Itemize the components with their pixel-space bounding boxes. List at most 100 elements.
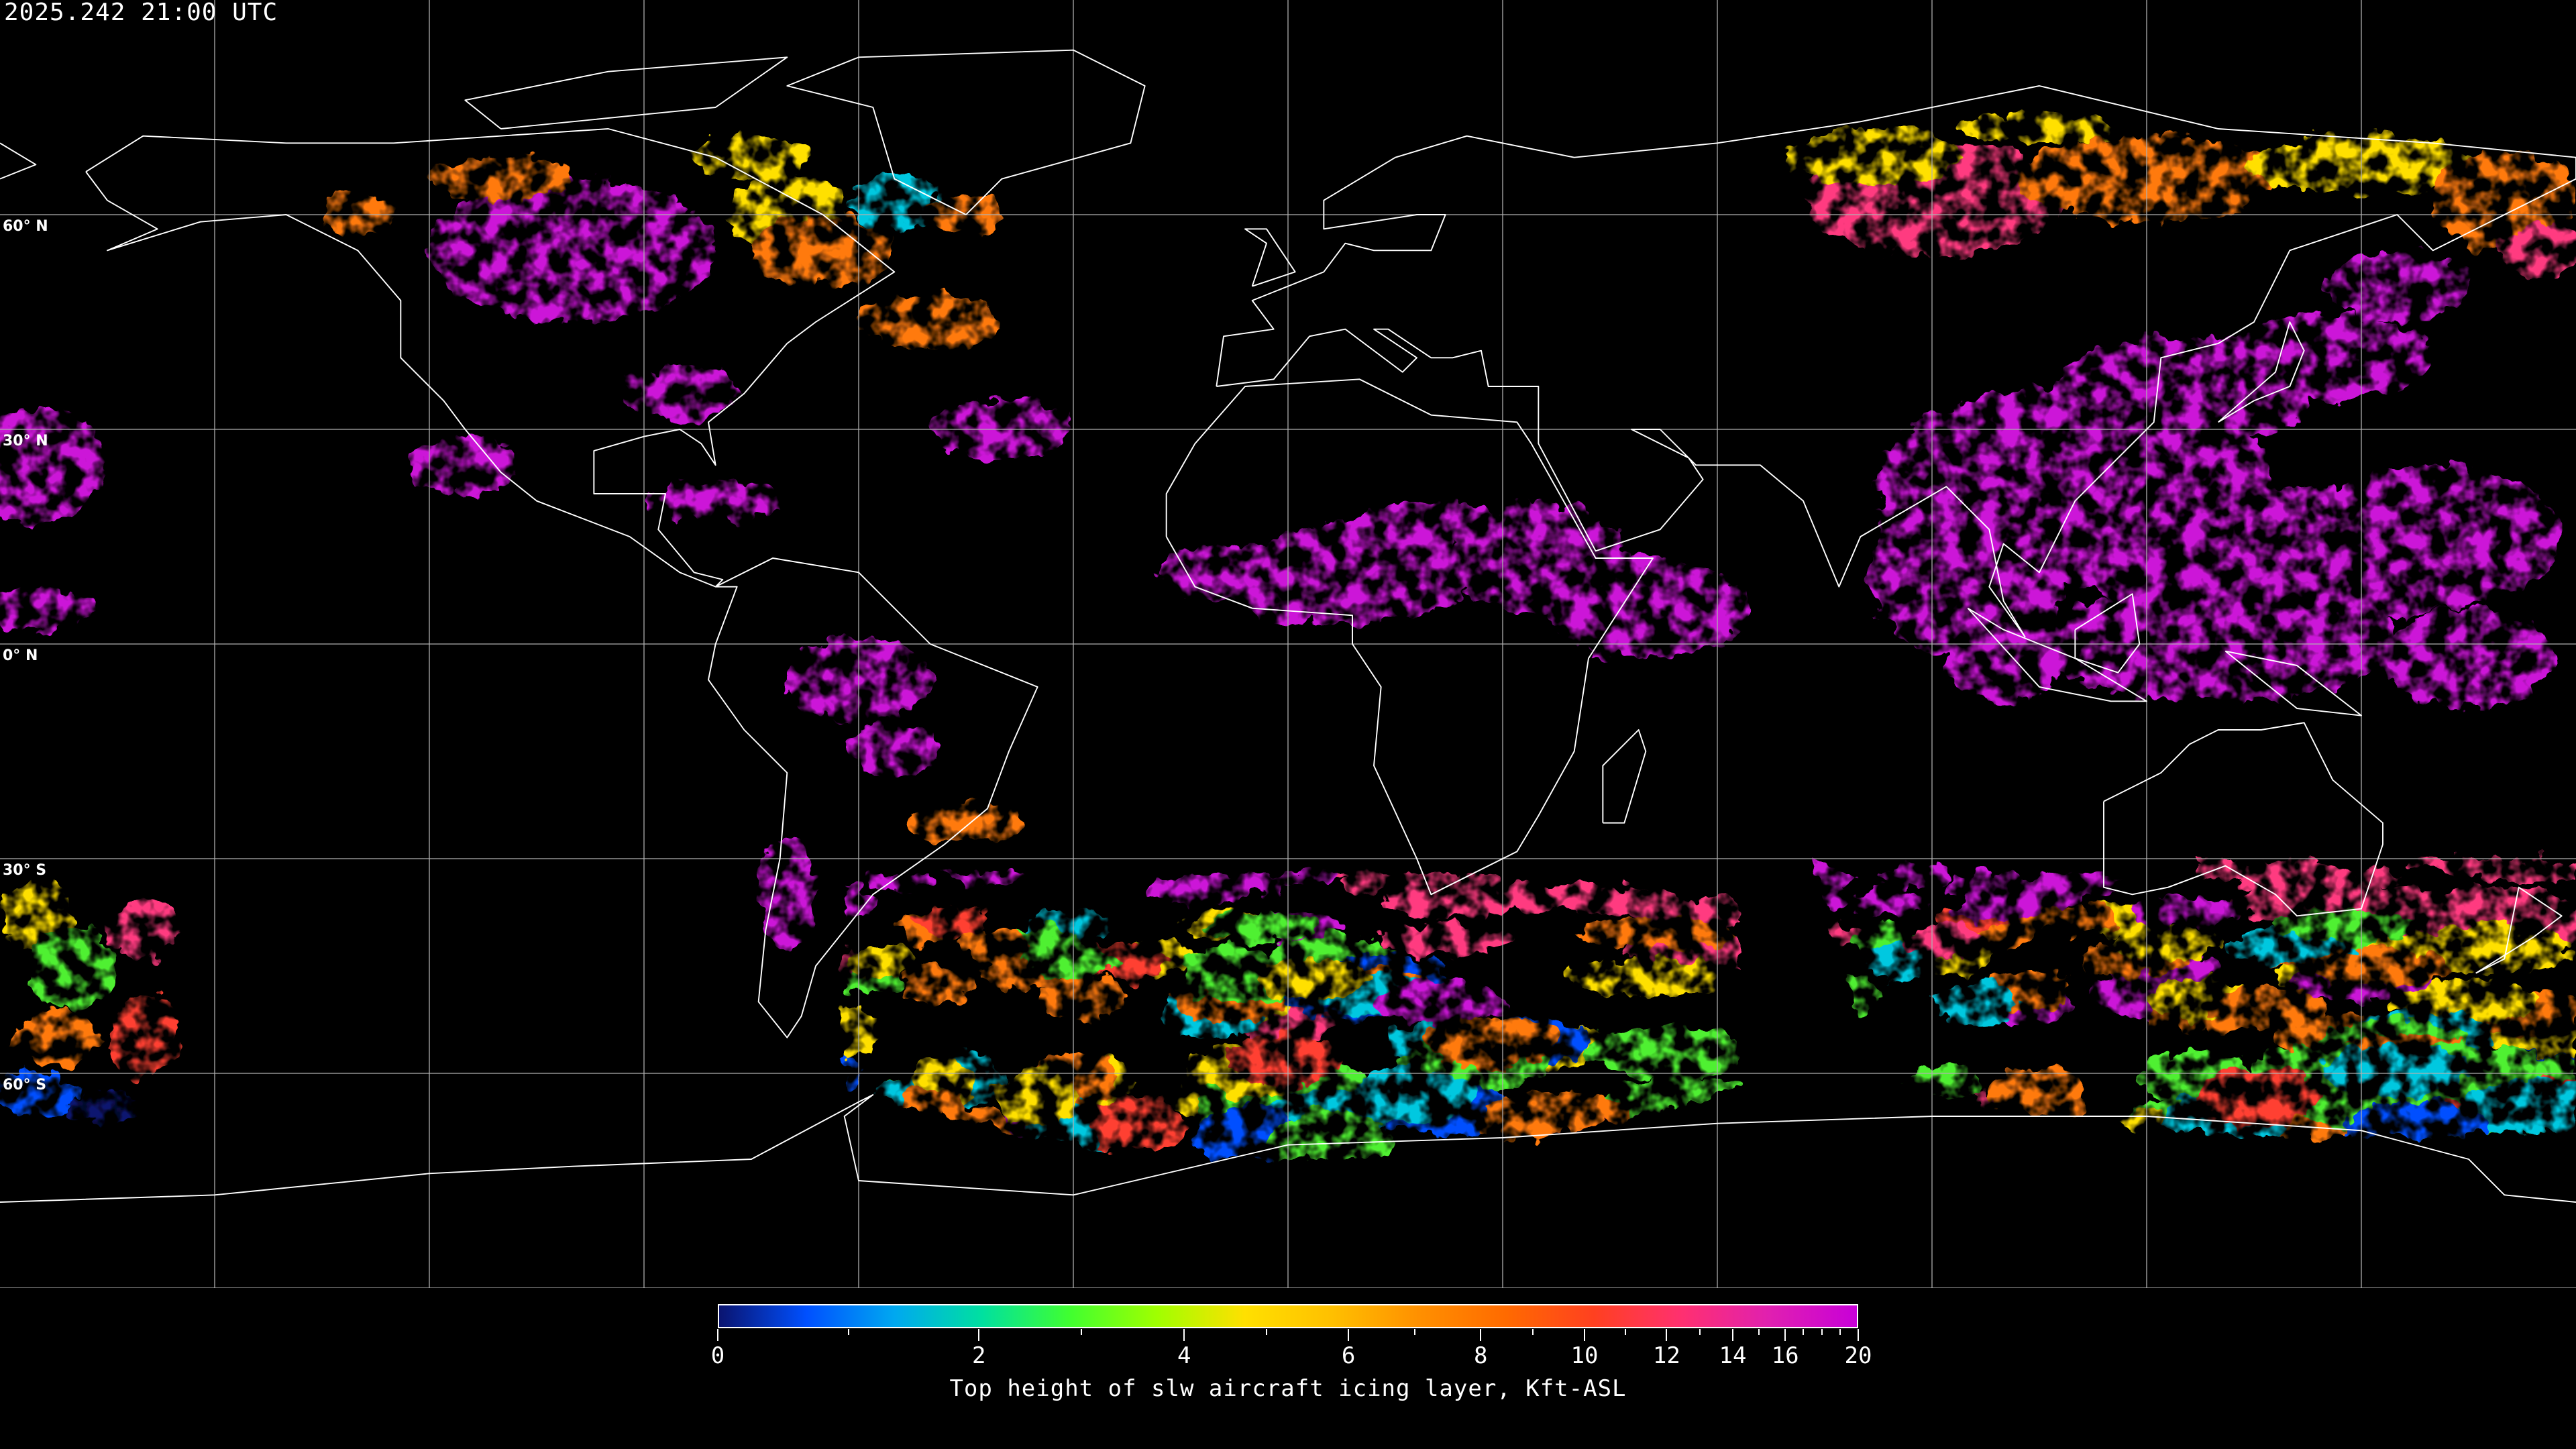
- icing-cloud-area: [107, 994, 179, 1081]
- icing-cloud-area: [1381, 922, 1515, 956]
- colorbar-minor-tick: [1821, 1329, 1823, 1335]
- icing-cloud-area: [1228, 1034, 1343, 1086]
- icing-cloud-area: [751, 215, 895, 286]
- icing-cloud-area: [2194, 859, 2319, 874]
- colorbar-tick-label: 10: [1570, 1342, 1599, 1369]
- colorbar-tick-label: 14: [1719, 1342, 1747, 1369]
- icing-cloud-area: [2195, 1069, 2320, 1127]
- icing-cloud-area: [107, 902, 179, 959]
- icing-cloud-area: [1992, 1065, 2086, 1123]
- icing-cloud-area: [900, 965, 971, 1006]
- satellite-swath: [0, 880, 179, 1124]
- icing-cloud-area: [2309, 948, 2451, 987]
- coastline: [2224, 650, 2362, 716]
- icing-cloud-area: [872, 1110, 940, 1159]
- icing-cloud-area: [2267, 867, 2403, 893]
- icing-cloud-area: [1904, 924, 1984, 958]
- colorbar-major-tick: [1584, 1329, 1585, 1341]
- coastline: [708, 557, 1038, 1038]
- icing-cloud-area: [408, 436, 523, 494]
- icing-cloud-area: [1810, 1077, 1841, 1136]
- icing-cloud-area: [2383, 608, 2555, 708]
- icing-cloud-area: [758, 837, 816, 952]
- icing-cloud-area: [1255, 959, 1373, 1000]
- colorbar-tick-label: 20: [1844, 1342, 1872, 1369]
- icing-cloud-area: [2415, 937, 2574, 974]
- icing-cloud-area: [1089, 1094, 1185, 1156]
- colorbar-minor-tick: [847, 1329, 849, 1335]
- icing-cloud-area: [1585, 1027, 1739, 1078]
- coastline: [1216, 85, 2576, 638]
- icing-cloud-area: [1567, 958, 1727, 998]
- icing-cloud-area: [2325, 250, 2469, 322]
- icing-cloud-area: [1348, 1067, 1479, 1125]
- colorbar-minor-tick: [1265, 1329, 1267, 1335]
- icing-cloud-area: [28, 923, 115, 1009]
- icing-cloud-area: [1953, 114, 2125, 144]
- colorbar-minor-tick: [1625, 1329, 1627, 1335]
- icing-cloud-area: [2129, 896, 2244, 926]
- icing-cloud-area: [2304, 465, 2562, 608]
- colorbar-tick-label: 6: [1341, 1342, 1356, 1369]
- icing-cloud-area: [694, 136, 809, 179]
- icing-cloud-area: [1810, 869, 1859, 894]
- icing-cloud-area: [1902, 1064, 1982, 1121]
- colorbar-minor-tick: [1699, 1329, 1701, 1335]
- icing-cloud-area: [2218, 315, 2433, 401]
- colorbar-major-tick: [1858, 1329, 1859, 1341]
- colorbar-tick-label: 2: [972, 1342, 986, 1369]
- lat-label-30n: 30° N: [3, 433, 48, 449]
- icing-cloud-area: [1146, 877, 1250, 904]
- icing-cloud-area: [2277, 909, 2414, 941]
- icing-cloud-area: [995, 1067, 1079, 1125]
- icing-cloud-area: [1813, 975, 1878, 1018]
- icing-cloud-area: [1868, 486, 2068, 659]
- colorbar-major-tick: [978, 1329, 980, 1341]
- icing-cloud-area: [1810, 918, 1860, 951]
- icing-cloud-area: [2497, 221, 2576, 279]
- coastline: [85, 128, 896, 588]
- lat-label-60s: 60° S: [3, 1077, 47, 1093]
- icing-cloud-area: [844, 1048, 860, 1102]
- icing-cloud-area: [0, 586, 93, 630]
- coastline: [464, 56, 788, 129]
- icing-cloud-area: [2019, 903, 2116, 934]
- icing-cloud-area: [644, 479, 788, 523]
- icing-cloud-area: [1038, 977, 1128, 1020]
- coastline: [1244, 228, 1296, 287]
- icing-cloud-area: [957, 928, 1036, 963]
- icing-cloud-area: [1420, 1017, 1560, 1067]
- colorbar-tick-label: 8: [1474, 1342, 1488, 1369]
- colorbar-major-tick: [1666, 1329, 1668, 1341]
- colorbar-minor-tick: [1081, 1329, 1083, 1335]
- icing-cloud-area: [1225, 873, 1340, 885]
- icing-cloud-area: [1953, 893, 2041, 922]
- coastline: [2103, 722, 2383, 917]
- icing-cloud-area: [865, 873, 932, 876]
- coastline: [2218, 321, 2305, 423]
- coastline: [1967, 607, 2147, 702]
- icing-cloud-area: [2453, 1079, 2576, 1138]
- icing-cloud-area: [1481, 1090, 1629, 1151]
- coastline: [786, 49, 1146, 215]
- icing-cloud-area: [1205, 910, 1317, 943]
- icing-cloud-area: [0, 408, 107, 523]
- colorbar-minor-tick: [1803, 1329, 1805, 1335]
- icing-cloud-area: [1788, 129, 1961, 186]
- icing-cloud-area: [941, 873, 1018, 881]
- icing-cloud-area: [623, 365, 737, 423]
- icing-cloud-area: [844, 1006, 881, 1055]
- icing-cloud-area: [1810, 1055, 1823, 1111]
- coastline: [0, 142, 37, 180]
- colorbar-major-tick: [1784, 1329, 1786, 1341]
- colorbar-tick-label: 12: [1652, 1342, 1680, 1369]
- icing-cloud-area: [2322, 1042, 2467, 1097]
- world-map: [0, 0, 2576, 1288]
- icing-cloud-area: [429, 178, 716, 322]
- colorbar-major-tick: [1348, 1329, 1350, 1341]
- colorbar-major-tick: [1480, 1329, 1482, 1341]
- icing-cloud-area: [71, 1095, 144, 1124]
- colorbar-tick-label: 16: [1771, 1342, 1799, 1369]
- icing-cloud-area: [1810, 960, 1839, 1000]
- icing-cloud-area: [1853, 889, 1925, 918]
